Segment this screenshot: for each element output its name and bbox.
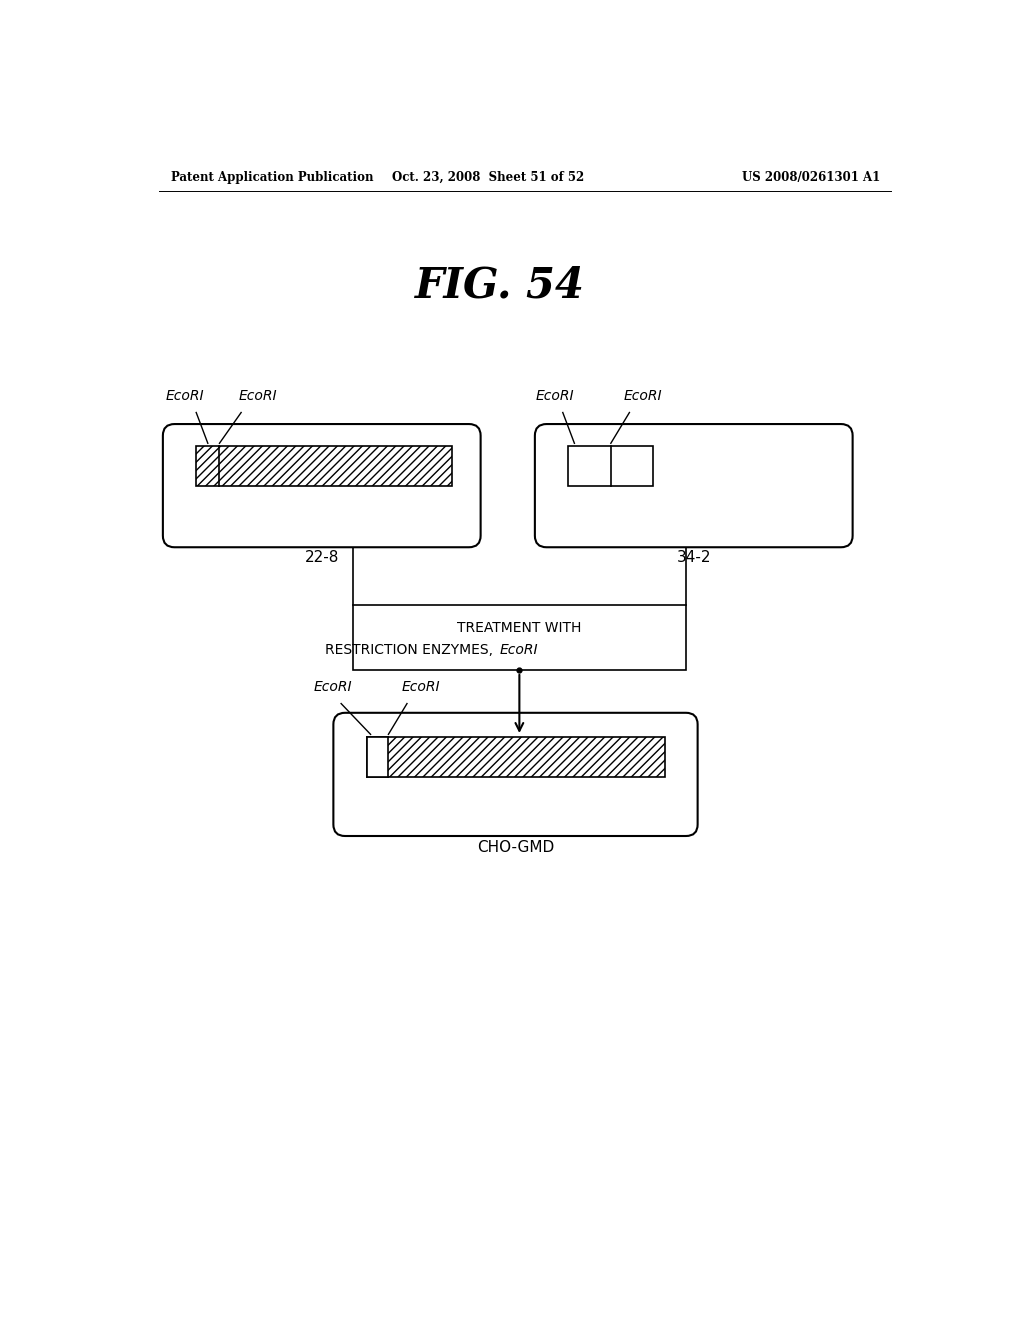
Text: EcoRI: EcoRI	[165, 389, 204, 404]
Text: EcoRI: EcoRI	[314, 680, 352, 694]
Bar	[197, 446, 452, 486]
Text: EcoRI: EcoRI	[500, 643, 539, 657]
Bar	[352, 605, 686, 671]
Bar	[367, 737, 388, 776]
Text: Oct. 23, 2008  Sheet 51 of 52: Oct. 23, 2008 Sheet 51 of 52	[392, 172, 585, 185]
FancyBboxPatch shape	[163, 424, 480, 548]
Text: EcoRI: EcoRI	[239, 389, 278, 404]
Bar	[367, 737, 665, 776]
Text: FIG. 54: FIG. 54	[415, 264, 585, 306]
Text: EcoRI: EcoRI	[624, 389, 663, 404]
FancyBboxPatch shape	[334, 713, 697, 836]
Text: Patent Application Publication: Patent Application Publication	[171, 172, 373, 185]
Text: CHO-GMD: CHO-GMD	[477, 840, 554, 855]
Text: EcoRI: EcoRI	[401, 680, 440, 694]
Bar	[568, 446, 653, 486]
Text: RESTRICTION ENZYMES,: RESTRICTION ENZYMES,	[326, 643, 498, 657]
Text: 22-8: 22-8	[304, 549, 339, 565]
Text: 34-2: 34-2	[677, 549, 711, 565]
FancyBboxPatch shape	[535, 424, 853, 548]
Text: US 2008/0261301 A1: US 2008/0261301 A1	[741, 172, 880, 185]
Text: EcoRI: EcoRI	[536, 389, 574, 404]
Text: TREATMENT WITH: TREATMENT WITH	[457, 622, 582, 635]
